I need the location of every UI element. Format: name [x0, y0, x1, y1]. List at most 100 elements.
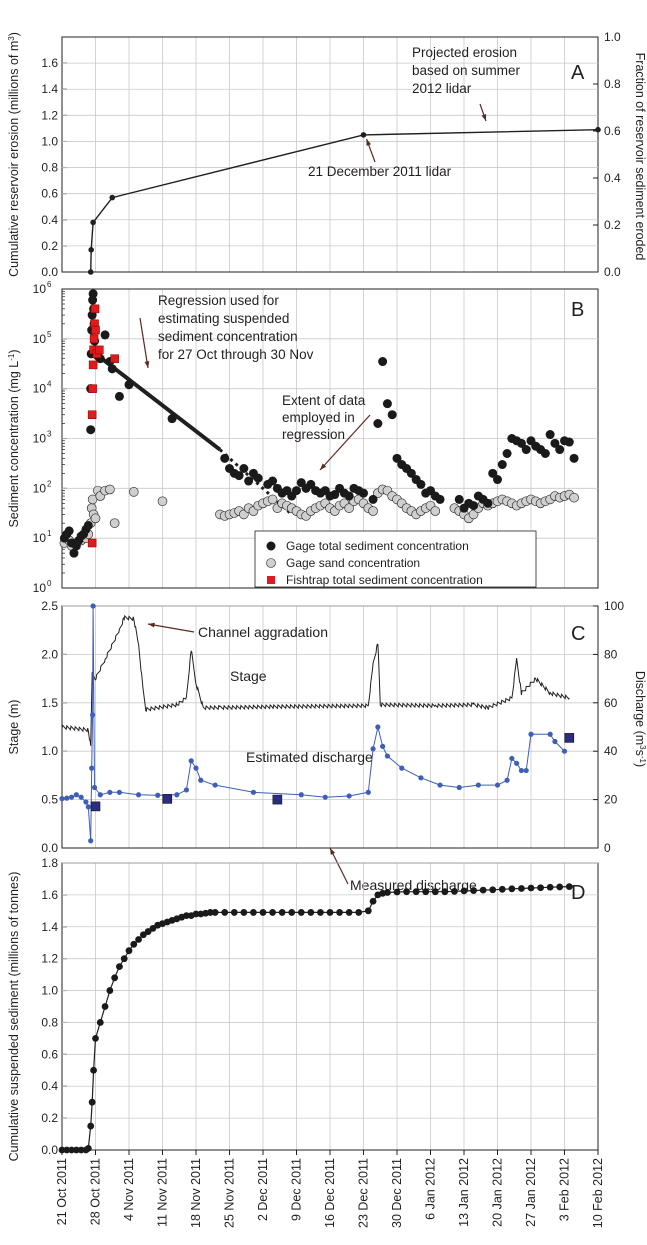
- y-tick-label: 0.5: [41, 793, 58, 807]
- cumulative-point: [77, 1146, 85, 1154]
- annotation-extent-line: employed in: [282, 410, 355, 425]
- discharge-point: [90, 712, 96, 718]
- fishtrap-point: [88, 360, 98, 370]
- cumulative-point: [183, 912, 190, 920]
- fishtrap-point: [89, 334, 99, 344]
- y-tick-label: 1.0: [41, 134, 58, 148]
- regression-extension: [218, 448, 293, 516]
- annotation-extent-arrow-head: [320, 463, 327, 470]
- legend-marker-total: [266, 541, 276, 551]
- fishtrap-point: [90, 304, 100, 314]
- cumulative-point: [326, 909, 334, 916]
- x-tick-label: 2 Dec 2011: [256, 1158, 270, 1221]
- y-tick-label: 1.5: [41, 696, 58, 710]
- cumulative-point: [120, 955, 128, 963]
- cumulative-point: [125, 947, 133, 955]
- discharge-point: [64, 795, 70, 801]
- discharge-point: [250, 789, 257, 795]
- total-point: [306, 479, 316, 489]
- x-tick-label: 9 Dec 2011: [290, 1158, 304, 1221]
- total-point: [86, 425, 96, 435]
- annotation-regression-line: sediment concentration: [158, 329, 298, 344]
- discharge-point: [475, 782, 481, 788]
- total-point: [416, 479, 426, 489]
- cumulative-point: [68, 1146, 75, 1154]
- discharge-point: [547, 731, 553, 737]
- discharge-point: [504, 777, 510, 783]
- cumulative-point: [565, 883, 573, 890]
- y-tick-label: 0.6: [41, 1047, 58, 1061]
- total-point: [330, 490, 340, 500]
- fishtrap-point: [95, 345, 104, 355]
- y-tick-label: 1.6: [41, 56, 58, 70]
- cumulative-point: [84, 1145, 92, 1152]
- x-axis: 21 Oct 2011 28 Oct 2011 4 Nov 2011 11 Nov 2…: [55, 1150, 605, 1228]
- fishtrap-point: [87, 410, 97, 419]
- legend-marker-fishtrap: [267, 576, 275, 584]
- y-tick-label: 0.0: [41, 1143, 58, 1157]
- sand-point: [157, 496, 168, 507]
- y-axis-label-part: Sediment concentration (mg L: [7, 361, 21, 528]
- total-point: [540, 449, 550, 459]
- total-point: [521, 445, 531, 455]
- y2-tick-label: 0.8: [604, 77, 621, 91]
- discharge-point: [174, 792, 180, 798]
- discharge-point: [494, 782, 501, 788]
- x-tick-label: 21 Oct 2011: [55, 1158, 69, 1225]
- discharge-point: [298, 792, 304, 798]
- y2-tick-label: 0.4: [604, 171, 621, 185]
- y2-tick-label: 0.6: [604, 124, 621, 138]
- panel-A: 0.0 0.2 0.4 0.6 0.8 1.0 1.2 1.4 1.6 0.0 0.2 0.4 0.6 0…: [7, 30, 647, 279]
- sand-point: [344, 503, 354, 513]
- x-tick-label: 28 Oct 2011: [89, 1158, 103, 1225]
- total-point: [435, 494, 445, 504]
- y-tick-label: 0.0: [41, 841, 58, 855]
- y-tick-label-exponent: 2: [47, 479, 52, 488]
- discharge-point: [107, 789, 113, 795]
- cumulative-point: [111, 974, 119, 982]
- y2-tick-label: 40: [604, 744, 618, 758]
- discharge-point: [198, 777, 204, 783]
- discharge-point: [116, 789, 123, 795]
- total-point: [497, 460, 507, 470]
- annotation-aggradation-arrow-head: [148, 622, 155, 628]
- total-point: [167, 414, 177, 424]
- discharge-point: [322, 794, 328, 800]
- y2-tick-label: 80: [604, 647, 618, 661]
- sand-point: [267, 494, 278, 505]
- erosion-point: [87, 269, 94, 275]
- annotation-projected-line: Projected erosion: [412, 45, 517, 60]
- y2-axis-label-part: Discharge (m: [633, 671, 647, 745]
- cumulative-point: [556, 883, 564, 891]
- erosion-point: [109, 194, 116, 201]
- y-tick-label-exponent: 1: [47, 529, 52, 538]
- fishtrap-point: [91, 325, 100, 335]
- total-point: [545, 430, 555, 440]
- discharge-point: [346, 793, 352, 799]
- discharge-point: [183, 787, 190, 793]
- y-axis-label: Stage (m): [7, 700, 21, 755]
- discharge-point: [509, 755, 515, 762]
- plot-frame: [61, 36, 599, 273]
- fishtrap-point: [87, 538, 97, 548]
- cumulative-point: [269, 909, 276, 916]
- x-tick-label: 10 Feb 2012: [591, 1158, 605, 1228]
- cumulative-point: [206, 909, 214, 916]
- sand-point: [430, 506, 441, 516]
- discharge-point: [456, 784, 462, 791]
- total-point: [555, 445, 565, 455]
- cumulative-point: [403, 888, 410, 896]
- y-axis-label-part: 3: [7, 36, 16, 41]
- x-tick-label: 27 Jan 2012: [524, 1158, 538, 1227]
- cumulative-point: [355, 909, 363, 916]
- total-point: [292, 486, 301, 496]
- annotation-extent-arrow: [319, 414, 371, 471]
- y-tick-label: 1.4: [41, 82, 58, 96]
- discharge-point: [59, 796, 65, 802]
- discharge-point: [437, 782, 443, 788]
- y-tick-label-base: 10: [33, 481, 47, 495]
- cumulative-point: [307, 909, 315, 916]
- y2-axis-label: Discharge (m3s-1): [633, 671, 647, 767]
- cumulative-point: [489, 886, 497, 894]
